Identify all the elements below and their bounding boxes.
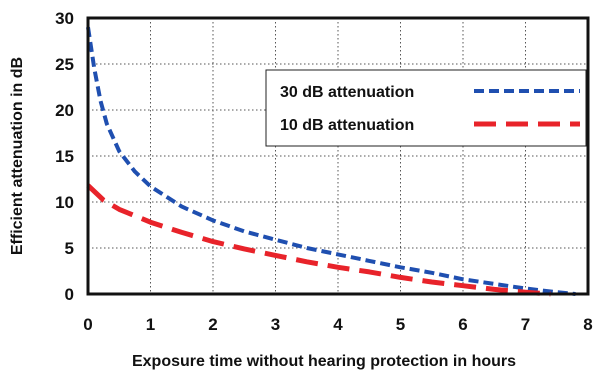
x-tick-label: 4: [333, 315, 343, 334]
y-tick-label: 15: [55, 147, 74, 166]
series-line-0: [86, 26, 576, 296]
x-axis-label: Exposure time without hearing protection…: [132, 353, 516, 370]
y-tick-label: 20: [55, 101, 74, 120]
y-axis-label: Efficient attenuation in dB: [9, 57, 26, 255]
x-tick-label: 3: [271, 315, 280, 334]
plot-frame: [86, 16, 590, 296]
tick-labels: 0 1 2 3 4 5 6 7 8 0 5 10 15 20 25 30: [55, 9, 593, 334]
legend-label-10db: 10 dB attenuation: [280, 117, 414, 134]
y-tick-label: 5: [65, 239, 74, 258]
x-tick-label: 7: [521, 315, 530, 334]
legend-label-30db: 30 dB attenuation: [280, 84, 414, 101]
y-tick-label: 30: [55, 9, 74, 28]
x-tick-label: 6: [458, 315, 467, 334]
x-tick-label: 1: [146, 315, 155, 334]
x-tick-label: 0: [83, 315, 92, 334]
y-tick-label: 25: [55, 55, 74, 74]
y-tick-label: 10: [55, 193, 74, 212]
series-line-1: [86, 183, 551, 297]
y-tick-label: 0: [65, 285, 74, 304]
x-tick-label: 2: [208, 315, 217, 334]
x-tick-label: 5: [396, 315, 405, 334]
x-tick-label: 8: [583, 315, 592, 334]
legend: 30 dB attenuation 10 dB attenuation: [265, 69, 587, 147]
series-lines: [86, 26, 576, 297]
legend-box: [265, 69, 587, 147]
